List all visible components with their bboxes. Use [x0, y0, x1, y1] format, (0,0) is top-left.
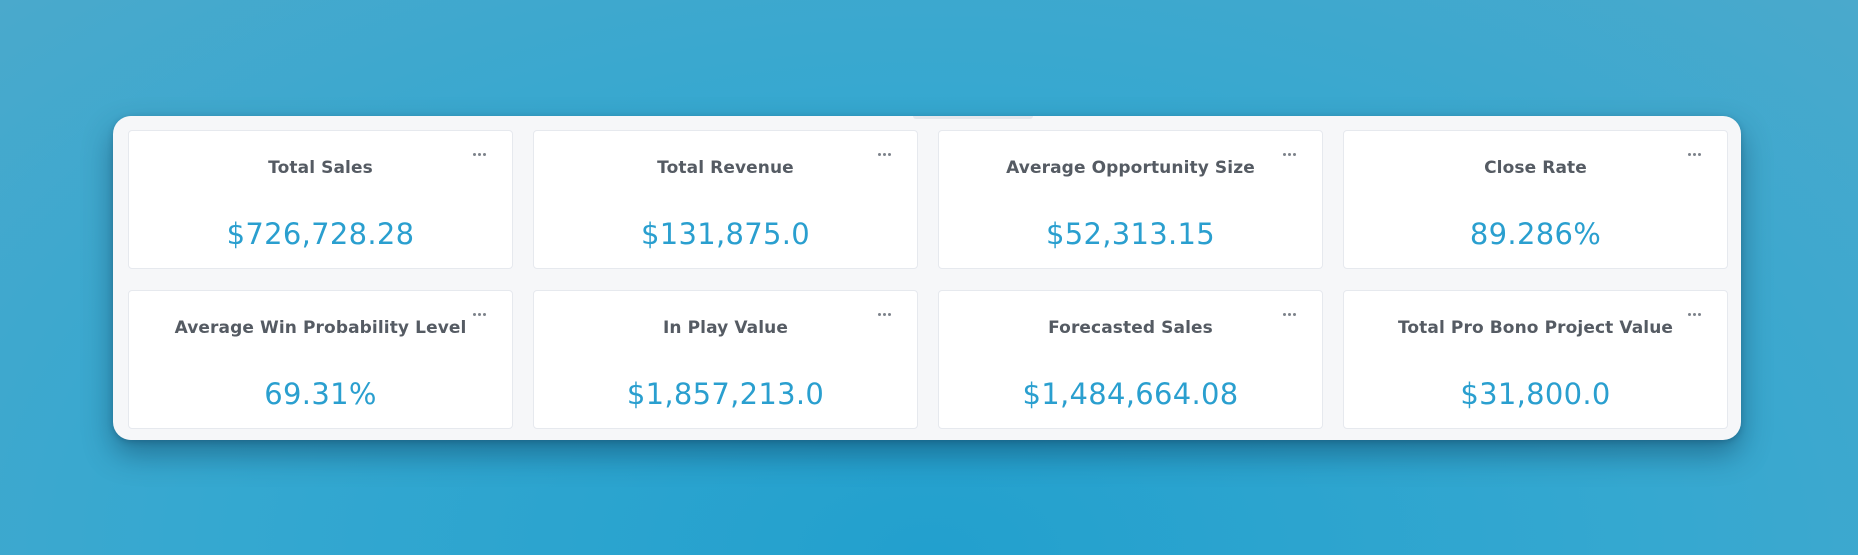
- kpi-card-title: Average Opportunity Size: [1006, 158, 1255, 178]
- more-horizontal-icon[interactable]: [1278, 308, 1300, 320]
- kpi-card-title: Total Pro Bono Project Value: [1397, 318, 1674, 338]
- kpi-card-value: $1,484,664.08: [1022, 377, 1239, 411]
- kpi-card-value: 89.286%: [1469, 217, 1602, 251]
- kpi-card-value: $52,313.15: [1045, 217, 1216, 251]
- kpi-card-title: Close Rate: [1484, 158, 1587, 178]
- kpi-card-total-sales: Total Sales $726,728.28: [128, 130, 513, 269]
- kpi-card-average-win-probability-level: Average Win Probability Level 69.31%: [128, 290, 513, 429]
- kpi-card-average-opportunity-size: Average Opportunity Size $52,313.15: [938, 130, 1323, 269]
- more-horizontal-icon[interactable]: [873, 148, 895, 160]
- kpi-card-forecasted-sales: Forecasted Sales $1,484,664.08: [938, 290, 1323, 429]
- panel-drag-handle[interactable]: [913, 116, 1033, 119]
- kpi-card-total-revenue: Total Revenue $131,875.0: [533, 130, 918, 269]
- kpi-dashboard-panel: Total Sales $726,728.28 Total Revenue $1…: [113, 116, 1741, 440]
- kpi-card-close-rate: Close Rate 89.286%: [1343, 130, 1728, 269]
- more-horizontal-icon[interactable]: [468, 308, 490, 320]
- kpi-card-value: $1,857,213.0: [626, 377, 825, 411]
- kpi-card-grid: Total Sales $726,728.28 Total Revenue $1…: [128, 130, 1729, 429]
- kpi-card-title: Total Sales: [268, 158, 373, 178]
- kpi-card-title: Average Win Probability Level: [174, 318, 467, 338]
- kpi-card-title: Forecasted Sales: [1048, 318, 1213, 338]
- kpi-card-total-pro-bono-project-value: Total Pro Bono Project Value $31,800.0: [1343, 290, 1728, 429]
- kpi-card-title: In Play Value: [662, 318, 789, 338]
- kpi-card-in-play-value: In Play Value $1,857,213.0: [533, 290, 918, 429]
- kpi-card-title: Total Revenue: [657, 158, 794, 178]
- kpi-card-value: 69.31%: [264, 377, 377, 411]
- kpi-card-value: $131,875.0: [640, 217, 811, 251]
- kpi-card-value: $31,800.0: [1460, 377, 1611, 411]
- more-horizontal-icon[interactable]: [1683, 148, 1705, 160]
- more-horizontal-icon[interactable]: [1683, 308, 1705, 320]
- more-horizontal-icon[interactable]: [873, 308, 895, 320]
- kpi-card-value: $726,728.28: [226, 217, 415, 251]
- more-horizontal-icon[interactable]: [1278, 148, 1300, 160]
- more-horizontal-icon[interactable]: [468, 148, 490, 160]
